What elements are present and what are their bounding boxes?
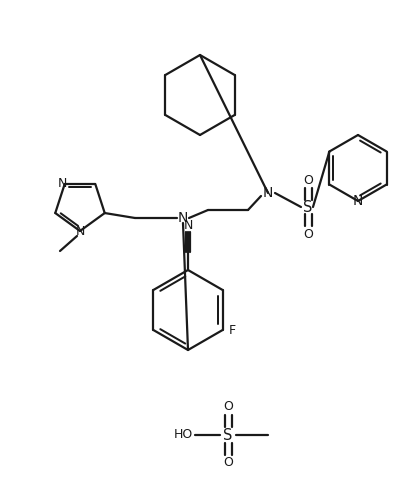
Text: N: N bbox=[58, 177, 67, 190]
Text: HO: HO bbox=[173, 428, 193, 441]
Text: F: F bbox=[229, 324, 236, 337]
Text: S: S bbox=[303, 199, 313, 214]
Text: O: O bbox=[303, 173, 313, 186]
Text: N: N bbox=[353, 194, 363, 208]
Text: O: O bbox=[223, 456, 233, 469]
Text: N: N bbox=[75, 224, 85, 237]
Text: N: N bbox=[178, 211, 188, 225]
Text: S: S bbox=[223, 427, 233, 442]
Text: N: N bbox=[263, 186, 273, 200]
Text: O: O bbox=[303, 227, 313, 240]
Text: N: N bbox=[184, 218, 193, 231]
Text: O: O bbox=[223, 400, 233, 413]
